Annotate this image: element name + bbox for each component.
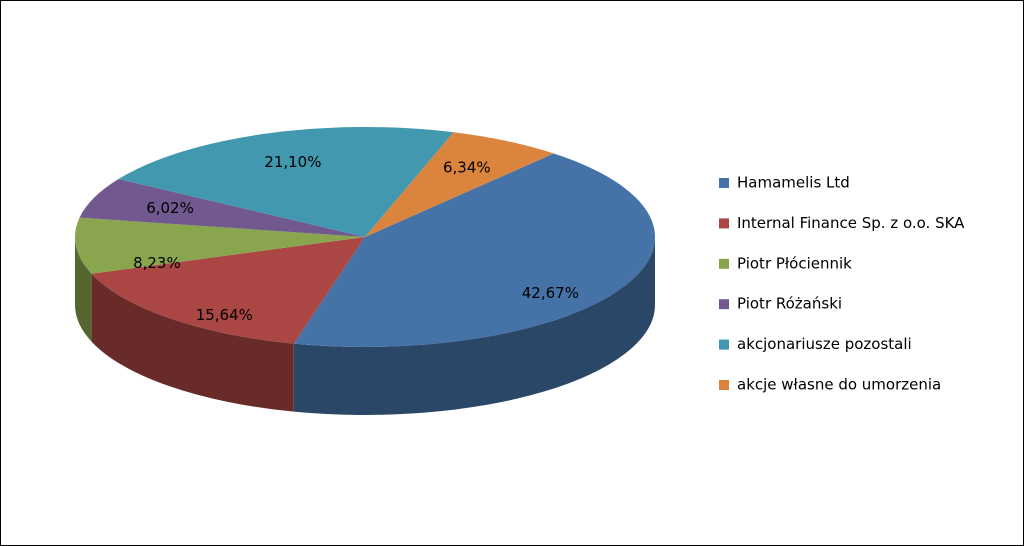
legend-marker bbox=[719, 218, 729, 229]
data-label: 42,67% bbox=[522, 284, 579, 302]
legend-label: akcje własne do umorzenia bbox=[737, 376, 941, 394]
legend-label: akcjonariusze pozostali bbox=[737, 335, 912, 353]
legend-marker bbox=[719, 299, 729, 310]
legend-marker bbox=[719, 380, 729, 390]
slice-side bbox=[293, 237, 655, 415]
slice bbox=[365, 132, 554, 237]
legend-marker bbox=[719, 339, 729, 350]
slice bbox=[91, 237, 366, 344]
legend-label: Internal Finance Sp. z o.o. SKA bbox=[737, 214, 965, 232]
data-label: 6,02% bbox=[146, 199, 194, 217]
slice-side bbox=[75, 237, 92, 342]
legend-label: Piotr Różański bbox=[737, 295, 842, 313]
legend-label: Hamamelis Ltd bbox=[737, 174, 850, 192]
legend-marker bbox=[719, 258, 729, 269]
legend-marker bbox=[719, 178, 729, 188]
legend-label: Piotr Płóciennik bbox=[737, 254, 852, 272]
data-label: 6,34% bbox=[443, 158, 491, 176]
slice bbox=[79, 179, 366, 237]
slice bbox=[293, 153, 656, 347]
data-label: 8,23% bbox=[133, 254, 181, 272]
slice-side bbox=[91, 273, 294, 412]
slice bbox=[75, 217, 365, 274]
data-label: 15,64% bbox=[196, 306, 253, 324]
slice bbox=[118, 126, 454, 237]
data-label: 21,10% bbox=[264, 153, 321, 171]
